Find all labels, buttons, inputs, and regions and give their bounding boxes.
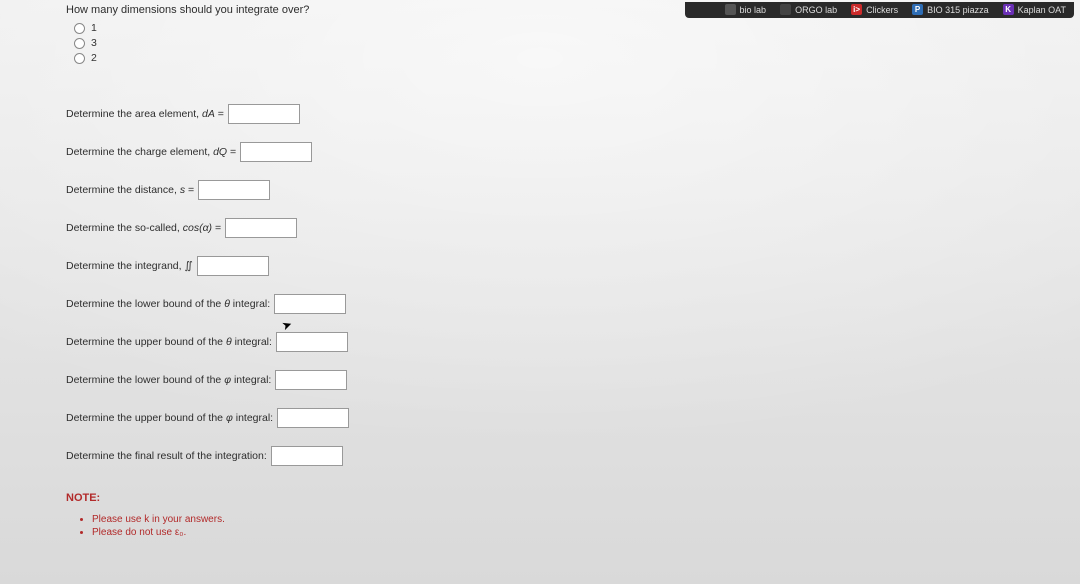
radio-label: 1 <box>91 22 97 34</box>
answer-input[interactable] <box>275 370 347 390</box>
fill-label: Determine the integrand, ∬ <box>66 260 193 272</box>
fill-label: Determine the lower bound of the φ integ… <box>66 374 271 386</box>
fill-theta-upper: Determine the upper bound of the θ integ… <box>66 332 1080 352</box>
note-title: NOTE: <box>66 492 1080 504</box>
fill-theta-lower: Determine the lower bound of the θ integ… <box>66 294 1080 314</box>
fill-integrand: Determine the integrand, ∬ <box>66 256 1080 276</box>
radio-option-2[interactable]: 2 <box>74 52 1080 64</box>
radio-icon <box>74 23 85 34</box>
answer-input[interactable] <box>271 446 343 466</box>
question-prompt: How many dimensions should you integrate… <box>66 4 1080 16</box>
fill-final-result: Determine the final result of the integr… <box>66 446 1080 466</box>
note-item: Please use k in your answers. <box>92 514 1080 525</box>
fill-phi-upper: Determine the upper bound of the φ integ… <box>66 408 1080 428</box>
radio-option-3[interactable]: 3 <box>74 37 1080 49</box>
answer-input[interactable] <box>276 332 348 352</box>
fill-label: Determine the upper bound of the φ integ… <box>66 412 273 424</box>
fill-in-block: Determine the area element, dA = Determi… <box>66 104 1080 466</box>
fill-dA: Determine the area element, dA = <box>66 104 1080 124</box>
answer-input[interactable] <box>197 256 269 276</box>
quiz-content: How many dimensions should you integrate… <box>66 0 1080 584</box>
mc-question: How many dimensions should you integrate… <box>66 4 1080 64</box>
fill-label: Determine the upper bound of the θ integ… <box>66 336 272 348</box>
fill-label: Determine the lower bound of the θ integ… <box>66 298 270 310</box>
radio-icon <box>74 38 85 49</box>
fill-label: Determine the distance, s = <box>66 184 194 196</box>
fill-phi-lower: Determine the lower bound of the φ integ… <box>66 370 1080 390</box>
fill-s: Determine the distance, s = <box>66 180 1080 200</box>
fill-label: Determine the area element, dA = <box>66 108 224 120</box>
answer-input[interactable] <box>277 408 349 428</box>
fill-label: Determine the charge element, dQ = <box>66 146 236 158</box>
note-item: Please do not use ε₀. <box>92 527 1080 538</box>
answer-input[interactable] <box>240 142 312 162</box>
answer-input[interactable] <box>198 180 270 200</box>
note-block: NOTE: Please use k in your answers. Plea… <box>66 492 1080 538</box>
fill-label: Determine the so-called, cos(α) = <box>66 222 221 234</box>
answer-input[interactable] <box>274 294 346 314</box>
radio-option-1[interactable]: 1 <box>74 22 1080 34</box>
radio-label: 2 <box>91 52 97 64</box>
fill-dQ: Determine the charge element, dQ = <box>66 142 1080 162</box>
answer-input[interactable] <box>225 218 297 238</box>
fill-cos-alpha: Determine the so-called, cos(α) = <box>66 218 1080 238</box>
note-list: Please use k in your answers. Please do … <box>92 514 1080 538</box>
answer-input[interactable] <box>228 104 300 124</box>
radio-label: 3 <box>91 37 97 49</box>
radio-icon <box>74 53 85 64</box>
fill-label: Determine the final result of the integr… <box>66 450 267 462</box>
